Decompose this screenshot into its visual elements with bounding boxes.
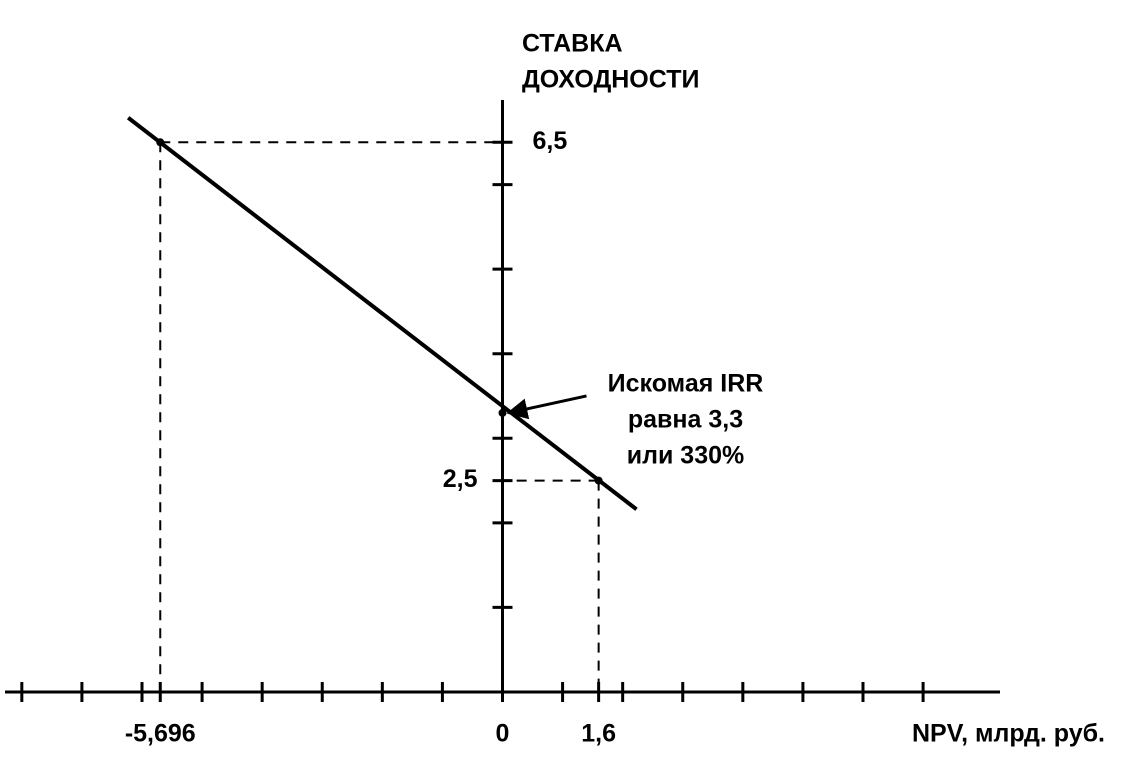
y-axis-label: ДОХОДНОСТИ <box>522 66 699 94</box>
point <box>156 138 165 147</box>
annotation-text: Искомая IRR <box>608 370 764 398</box>
line <box>126 116 638 511</box>
x-tick-label: 0 <box>496 720 510 748</box>
x-axis-label: NPV, млрд. руб. <box>912 720 1105 748</box>
annotation-arrow <box>506 394 587 420</box>
annotation-text: равна 3,3 <box>628 406 743 434</box>
irr-point <box>498 408 507 417</box>
y-axis-label: СТАВКА <box>522 30 623 58</box>
y-tick-label: 2,5 <box>443 465 478 493</box>
y-tick-label: 6,5 <box>533 127 568 155</box>
point <box>594 476 603 485</box>
annotation-text: или 330% <box>627 442 745 470</box>
x-tick-label: 1,6 <box>581 720 616 748</box>
x-tick-label: -5,696 <box>125 720 196 748</box>
